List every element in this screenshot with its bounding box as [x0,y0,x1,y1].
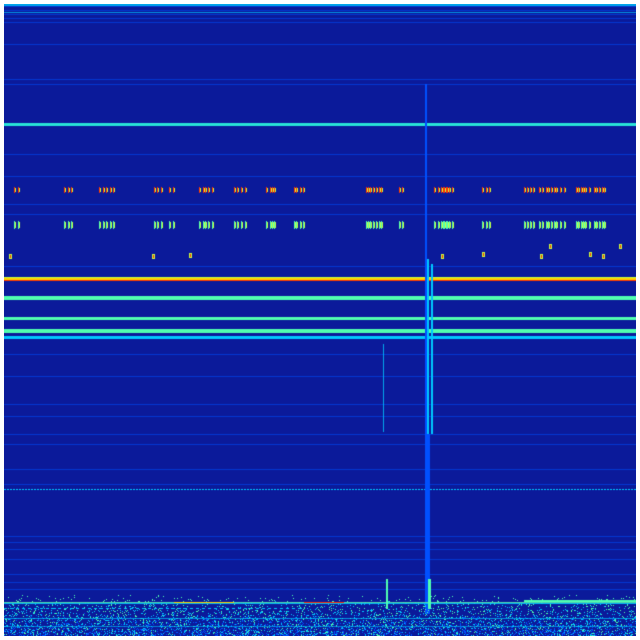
spectrogram [4,4,636,636]
spectrogram-canvas [4,4,636,636]
